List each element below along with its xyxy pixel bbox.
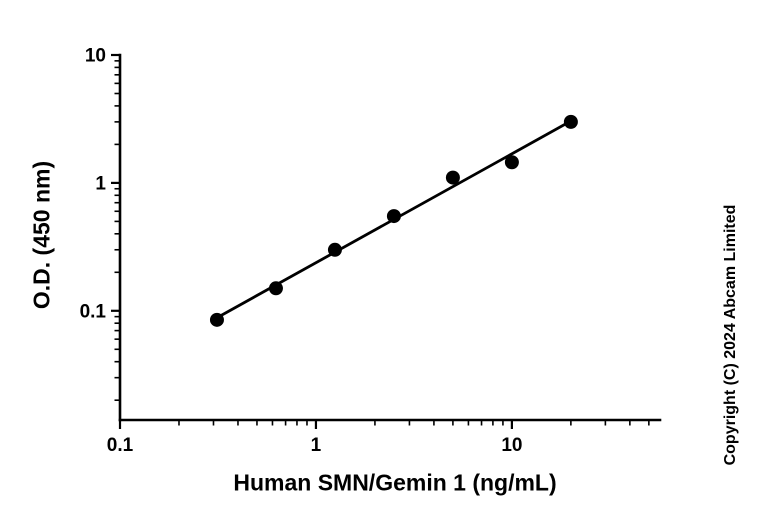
y-axis-label: O.D. (450 nm): [28, 160, 55, 310]
y-tick-label: 1: [95, 173, 106, 194]
x-tick-label: 10: [501, 435, 522, 456]
y-tick-label: 10: [85, 46, 106, 67]
x-tick-label: 0.1: [107, 435, 134, 456]
x-tick-label: 1: [311, 435, 322, 456]
data-point: [386, 209, 401, 224]
x-axis-label: Human SMN/Gemin 1 (ng/mL): [233, 469, 557, 496]
y-tick-label: 0.1: [80, 301, 107, 322]
copyright-watermark: Copyright (C) 2024 Abcam Limited: [722, 204, 739, 466]
data-point: [209, 312, 224, 327]
data-point: [327, 242, 342, 257]
data-point: [563, 114, 578, 129]
data-point: [504, 155, 519, 170]
data-point: [268, 281, 283, 296]
data-point: [445, 170, 460, 185]
